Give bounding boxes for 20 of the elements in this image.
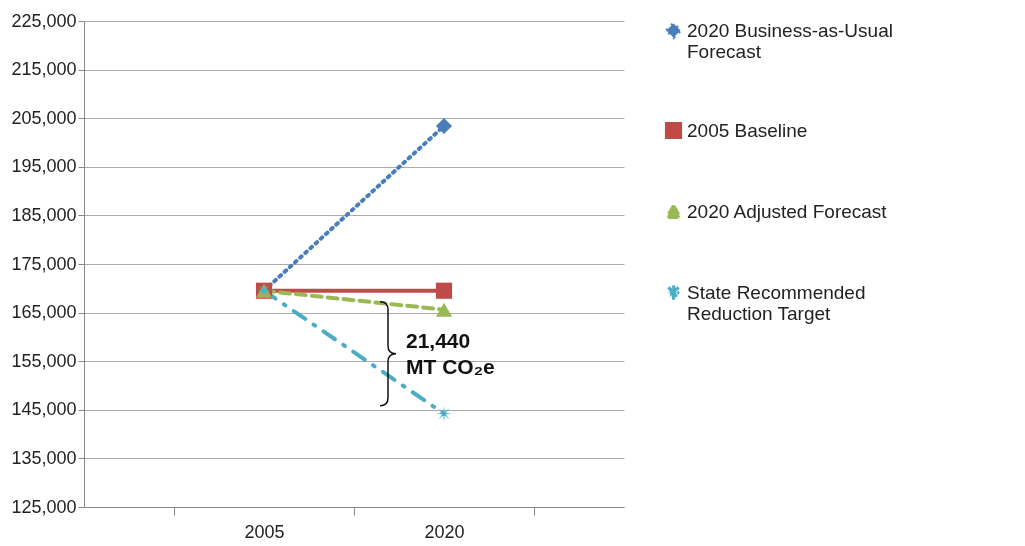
legend-label: 2020 Business-as-Usual Forecast [687, 19, 893, 62]
y-tick-label: 165,000 [11, 302, 77, 323]
legend-label: 2020 Adjusted Forecast [687, 200, 888, 222]
x-tick-label: 2005 [244, 521, 285, 542]
x-tick-label: 2020 [424, 521, 465, 542]
annotation: 21,440 MT CO₂e [406, 328, 495, 378]
legend-label: State Recommended Reduction Target [687, 281, 866, 324]
y-tick-label: 125,000 [11, 496, 77, 517]
y-tick-label: 175,000 [11, 253, 77, 274]
y-tick-label: 195,000 [11, 156, 77, 177]
y-tick-label: 145,000 [11, 399, 77, 420]
y-tick-label: 135,000 [11, 447, 77, 468]
point [435, 282, 453, 299]
y-tick-label: 185,000 [11, 204, 77, 225]
point [435, 117, 453, 135]
y-tick-label: 215,000 [11, 59, 77, 80]
legend-label: 2005 Baseline [687, 119, 808, 141]
y-tick-label: 155,000 [11, 350, 77, 371]
y-tick-label: 205,000 [11, 107, 77, 128]
y-tick-label: 225,000 [11, 10, 77, 31]
